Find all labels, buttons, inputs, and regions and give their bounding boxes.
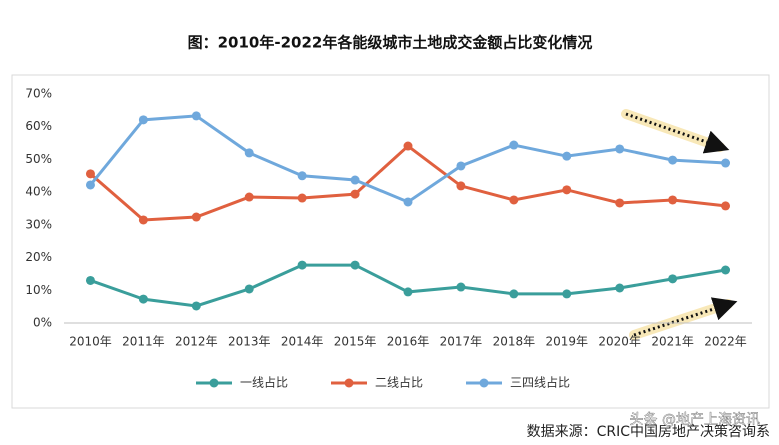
point (403, 197, 413, 207)
x-tick-label: 2010年 (69, 335, 112, 349)
point (562, 151, 572, 161)
y-tick-label: 70% (25, 87, 52, 101)
point (721, 265, 731, 275)
arrow-down (625, 112, 730, 154)
point (85, 169, 95, 179)
legend-marker (344, 378, 354, 388)
y-tick-label: 60% (25, 119, 52, 133)
point (350, 260, 360, 270)
x-tick-label: 2020年 (598, 335, 641, 349)
watermark: 头条 @地产上海资讯 (630, 411, 760, 428)
point (509, 195, 519, 205)
x-tick-label: 2018年 (493, 335, 536, 349)
point (85, 275, 95, 285)
x-tick-label: 2011年 (122, 335, 165, 349)
point (456, 181, 466, 191)
y-tick-label: 40% (25, 185, 52, 199)
point (85, 180, 95, 190)
point (615, 198, 625, 208)
point (668, 195, 678, 205)
legend-marker (479, 378, 489, 388)
x-tick-label: 2012年 (175, 335, 218, 349)
arrow-glow (629, 299, 733, 340)
point (297, 193, 307, 203)
arrow-glow (621, 109, 725, 152)
x-tick-label: 2022年 (704, 335, 747, 349)
chart-title: 图：2010年-2022年各能级城市土地成交金额占比变化情况 (188, 34, 593, 52)
y-tick-label: 20% (25, 250, 52, 264)
x-tick-label: 2014年 (281, 335, 324, 349)
legend-marker (209, 378, 219, 388)
point (138, 115, 148, 125)
legend-label: 二线占比 (375, 375, 423, 390)
y-tick-label: 30% (25, 217, 52, 231)
point (138, 294, 148, 304)
point (456, 282, 466, 292)
legend-label: 三四线占比 (510, 375, 570, 390)
y-tick-label: 0% (33, 316, 52, 330)
x-tick-label: 2017年 (440, 335, 483, 349)
x-tick-label: 2016年 (387, 335, 430, 349)
chart-frame (11, 74, 770, 409)
legend-label: 一线占比 (240, 375, 288, 390)
x-tick-label: 2013年 (228, 335, 271, 349)
arrow-up (633, 297, 738, 337)
point (244, 284, 254, 294)
series-line (89, 144, 726, 222)
point (297, 260, 307, 270)
x-tick-label: 2015年 (334, 335, 377, 349)
point (668, 274, 678, 284)
point (191, 212, 201, 222)
series-line (89, 114, 726, 204)
point (297, 171, 307, 181)
point (244, 192, 254, 202)
point (191, 301, 201, 311)
point (138, 215, 148, 225)
x-tick-label: 2021年 (651, 335, 694, 349)
point (721, 158, 731, 168)
point (615, 283, 625, 293)
point (403, 141, 413, 151)
point (350, 175, 360, 185)
point (456, 161, 466, 171)
point (509, 140, 519, 150)
point (562, 185, 572, 195)
point (562, 289, 572, 299)
series-line (89, 263, 726, 308)
point (668, 155, 678, 165)
y-tick-label: 50% (25, 152, 52, 166)
point (509, 289, 519, 299)
point (191, 111, 201, 121)
point (403, 287, 413, 297)
y-tick-label: 10% (25, 283, 52, 297)
point (615, 144, 625, 154)
source-note: 数据来源：CRIC中国房地产决策咨询系 (527, 423, 770, 440)
point (350, 189, 360, 199)
point (721, 201, 731, 211)
point (244, 148, 254, 158)
x-tick-label: 2019年 (545, 335, 588, 349)
